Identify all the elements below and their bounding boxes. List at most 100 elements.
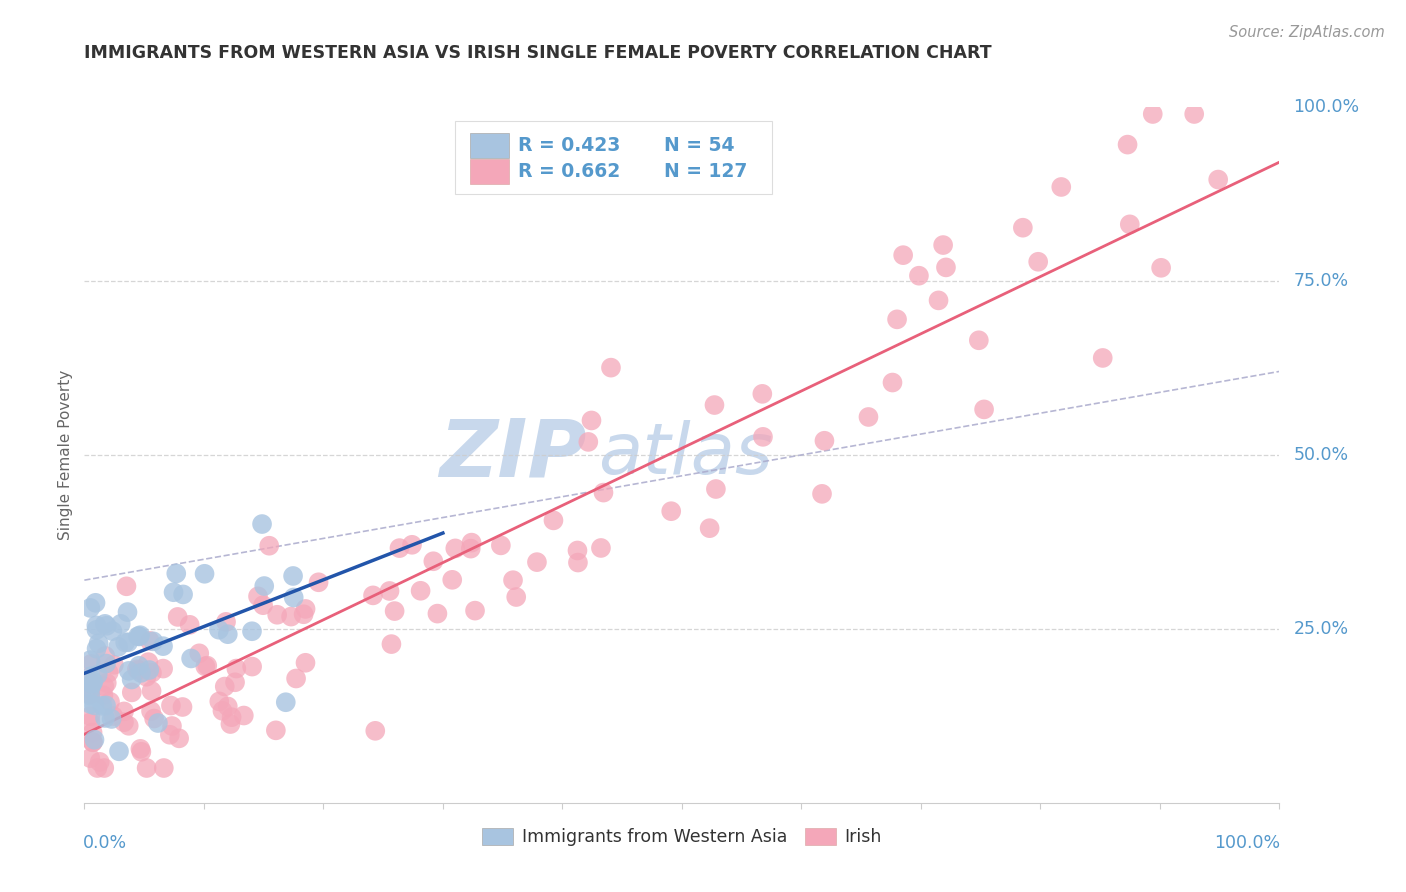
Point	[1142, 107, 1164, 121]
Point	[172, 700, 194, 714]
Point	[401, 538, 423, 552]
Point	[86, 667, 108, 681]
Point	[252, 598, 274, 612]
Point	[82, 735, 104, 749]
Point	[162, 585, 184, 599]
Point	[441, 573, 464, 587]
Point	[146, 716, 169, 731]
Point	[96, 676, 118, 690]
Point	[121, 673, 143, 687]
Point	[388, 541, 411, 555]
Point	[460, 535, 482, 549]
Point	[112, 715, 135, 730]
Text: 100.0%: 100.0%	[1215, 834, 1281, 852]
Point	[1206, 172, 1229, 186]
Point	[274, 695, 297, 709]
Point	[79, 689, 101, 703]
Point	[179, 617, 201, 632]
Point	[135, 761, 157, 775]
Point	[100, 712, 122, 726]
Text: N = 54: N = 54	[664, 136, 734, 155]
Point	[281, 569, 304, 583]
Point	[567, 556, 589, 570]
Point	[240, 624, 263, 639]
Point	[94, 648, 117, 663]
Point	[128, 658, 150, 673]
Point	[581, 413, 603, 427]
FancyBboxPatch shape	[456, 121, 772, 194]
Point	[811, 487, 834, 501]
Point	[384, 604, 406, 618]
Point	[131, 745, 153, 759]
Point	[247, 590, 270, 604]
Point	[165, 566, 187, 581]
Point	[886, 312, 908, 326]
Point	[143, 712, 166, 726]
Point	[211, 704, 233, 718]
Point	[80, 676, 103, 690]
Point	[489, 538, 512, 552]
Point	[138, 633, 160, 648]
Point	[704, 482, 727, 496]
Point	[79, 751, 101, 765]
Point	[967, 333, 990, 347]
Point	[107, 640, 129, 654]
Point	[1182, 107, 1205, 121]
Point	[94, 657, 117, 671]
Point	[112, 705, 135, 719]
Point	[86, 618, 108, 632]
Point	[932, 238, 955, 252]
Point	[703, 398, 725, 412]
Point	[217, 699, 239, 714]
Point	[225, 661, 247, 675]
Text: 25.0%: 25.0%	[1294, 620, 1348, 638]
Point	[589, 541, 612, 555]
Point	[118, 719, 141, 733]
Point	[141, 684, 163, 698]
Point	[141, 665, 163, 680]
Text: 75.0%: 75.0%	[1294, 272, 1348, 290]
Text: R = 0.423: R = 0.423	[519, 136, 620, 155]
Point	[94, 698, 117, 713]
Point	[283, 591, 305, 605]
Point	[364, 723, 387, 738]
Point	[79, 709, 101, 723]
Point	[142, 634, 165, 648]
Point	[813, 434, 835, 448]
Point	[87, 636, 110, 650]
Point	[79, 653, 101, 667]
Point	[79, 601, 101, 615]
Point	[128, 630, 150, 644]
Point	[86, 623, 108, 637]
Point	[195, 658, 218, 673]
Point	[928, 293, 950, 308]
Point	[160, 719, 183, 733]
Text: atlas: atlas	[599, 420, 773, 490]
Point	[117, 635, 139, 649]
Point	[460, 541, 482, 556]
Point	[101, 624, 124, 639]
Point	[153, 761, 176, 775]
Legend: Immigrants from Western Asia, Irish: Immigrants from Western Asia, Irish	[475, 821, 889, 854]
Point	[1026, 254, 1049, 268]
Point	[96, 619, 118, 633]
FancyBboxPatch shape	[471, 133, 509, 158]
Point	[180, 651, 202, 665]
Point	[167, 731, 190, 746]
Point	[208, 623, 231, 637]
Point	[89, 755, 111, 769]
Point	[219, 717, 242, 731]
Point	[935, 260, 957, 275]
Point	[1116, 137, 1139, 152]
Point	[91, 698, 114, 713]
Point	[138, 663, 160, 677]
Point	[699, 521, 721, 535]
Point	[79, 669, 101, 683]
Point	[891, 248, 914, 262]
Point	[98, 695, 121, 709]
Point	[79, 715, 101, 730]
Point	[172, 587, 194, 601]
Point	[294, 602, 316, 616]
Point	[80, 657, 103, 671]
Point	[361, 588, 384, 602]
